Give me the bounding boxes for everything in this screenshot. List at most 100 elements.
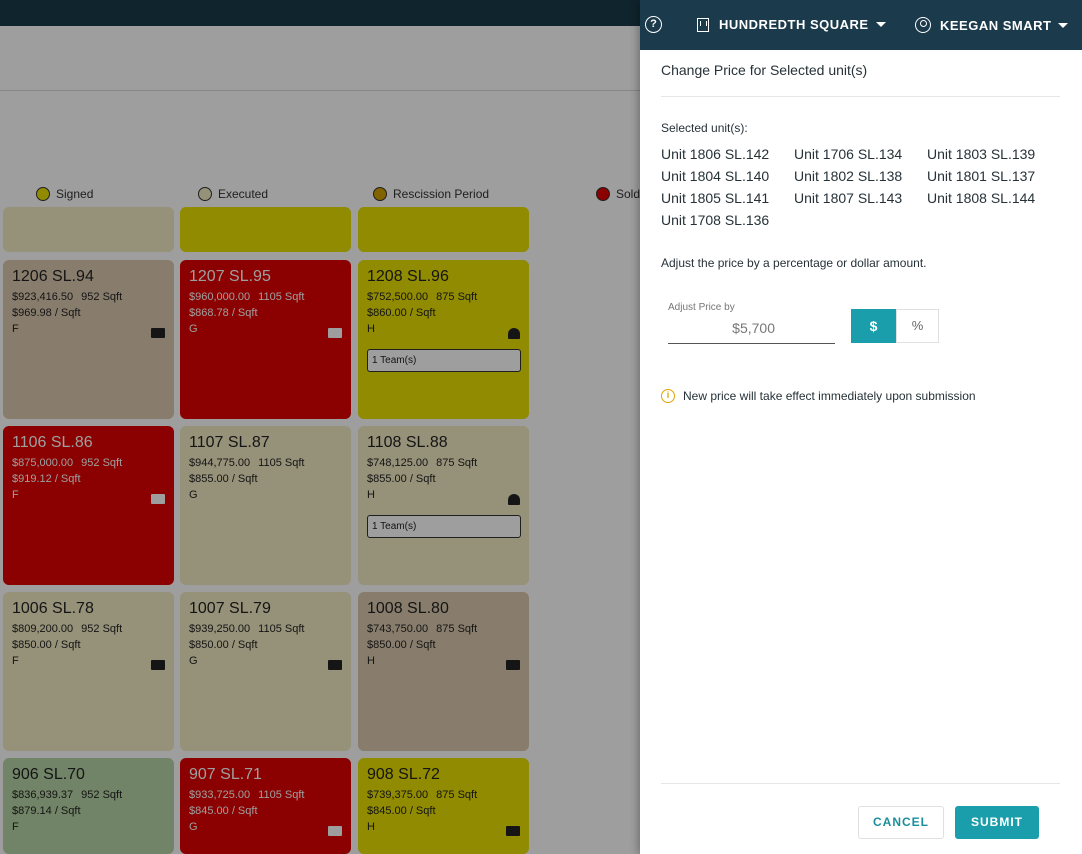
info-icon: i — [661, 389, 675, 403]
unit-price: $809,200.00 — [12, 623, 74, 635]
selected-unit: Unit 1806 SL.142 — [661, 146, 770, 162]
submit-button[interactable]: SUBMIT — [955, 806, 1039, 839]
unit-type: F — [12, 821, 19, 833]
unit-card[interactable]: 1207 SL.95 $960,000.00 1105 Sqft $868.78 … — [180, 260, 351, 419]
unit-sqft: 1105 Sqft — [258, 623, 305, 635]
adjust-price-input[interactable]: Adjust Price by $5,700 — [668, 300, 835, 344]
panel-topbar: ? HUNDREDTH SQUARE KEEGAN SMART — [640, 0, 1082, 50]
unit-type: F — [12, 655, 19, 667]
unit-sqft: 1105 Sqft — [258, 291, 305, 303]
property-name: HUNDREDTH SQUARE — [719, 17, 869, 32]
unit-sqft: 1105 Sqft — [258, 789, 305, 801]
unit-sqft: 1105 Sqft — [258, 457, 305, 469]
adjust-price-value[interactable]: $5,700 — [732, 320, 775, 336]
card-icon — [151, 494, 165, 504]
unit-card[interactable]: 1008 SL.80 $743,750.00 875 Sqft $850.00 /… — [358, 592, 529, 751]
dollar-toggle-button[interactable]: $ — [851, 309, 896, 343]
user-menu[interactable]: KEEGAN SMART — [915, 17, 1069, 33]
team-icon — [508, 328, 520, 339]
selected-unit: Unit 1804 SL.140 — [661, 168, 770, 184]
user-name: KEEGAN SMART — [940, 17, 1052, 33]
unit-type: G — [189, 821, 198, 833]
unit-card-partial[interactable] — [358, 207, 529, 252]
unit-per-sqft: $969.98 / Sqft — [12, 307, 81, 319]
unit-per-sqft: $845.00 / Sqft — [367, 805, 436, 817]
card-icon — [328, 826, 342, 836]
user-icon — [915, 17, 931, 33]
unit-title: 1207 SL.95 — [189, 268, 271, 285]
percent-toggle-button[interactable]: % — [896, 309, 939, 343]
card-icon — [506, 826, 520, 836]
unit-per-sqft: $860.00 / Sqft — [367, 307, 436, 319]
unit-card[interactable]: 1006 SL.78 $809,200.00 952 Sqft $850.00 /… — [3, 592, 174, 751]
unit-per-sqft: $850.00 / Sqft — [189, 639, 258, 651]
unit-card[interactable]: 1206 SL.94 $923,416.50 952 Sqft $969.98 /… — [3, 260, 174, 419]
unit-title: 1008 SL.80 — [367, 600, 449, 617]
unit-title: 1107 SL.87 — [189, 434, 270, 451]
unit-sqft: 875 Sqft — [436, 789, 478, 801]
submission-notice: i New price will take effect immediately… — [661, 389, 976, 403]
legend-sold-label: Sold — [616, 187, 641, 201]
legend-sold: Sold — [596, 187, 640, 201]
unit-card[interactable]: 1007 SL.79 $939,250.00 1105 Sqft $850.00 … — [180, 592, 351, 751]
adjust-description: Adjust the price by a percentage or doll… — [661, 256, 927, 270]
selected-unit: Unit 1803 SL.139 — [927, 146, 1036, 162]
unit-title: 907 SL.71 — [189, 766, 262, 783]
notice-text: New price will take effect immediately u… — [683, 389, 976, 403]
unit-price: $739,375.00 — [367, 789, 429, 801]
legend-signed: Signed — [36, 187, 93, 201]
unit-card[interactable]: 1208 SL.96 $752,500.00 875 Sqft $860.00 /… — [358, 260, 529, 419]
divider — [661, 783, 1060, 784]
unit-sqft: 875 Sqft — [436, 623, 478, 635]
legend-sold-dot — [596, 187, 610, 201]
unit-price: $752,500.00 — [367, 291, 429, 303]
unit-per-sqft: $845.00 / Sqft — [189, 805, 258, 817]
unit-per-sqft: $919.12 / Sqft — [12, 473, 81, 485]
unit-card-partial[interactable] — [3, 207, 174, 252]
help-icon[interactable]: ? — [645, 16, 662, 33]
card-icon — [328, 660, 342, 670]
adjust-price-label: Adjust Price by — [668, 302, 735, 313]
unit-card[interactable]: 1107 SL.87 $944,775.00 1105 Sqft $855.00 … — [180, 426, 351, 585]
unit-type: F — [12, 323, 19, 335]
team-box[interactable]: 1 Team(s) — [367, 349, 521, 372]
cancel-button[interactable]: CANCEL — [858, 806, 944, 839]
unit-price: $923,416.50 — [12, 291, 74, 303]
legend-rescission-label: Rescission Period — [393, 187, 490, 201]
unit-type: H — [367, 323, 375, 335]
unit-price: $836,939.37 — [12, 789, 74, 801]
unit-title: 1106 SL.86 — [12, 434, 93, 451]
selected-unit: Unit 1801 SL.137 — [927, 168, 1036, 184]
legend-executed: Executed — [198, 187, 268, 201]
team-icon — [508, 494, 520, 505]
legend-signed-dot — [36, 187, 50, 201]
card-icon — [506, 660, 520, 670]
unit-card-partial[interactable] — [180, 207, 351, 252]
selected-units-label: Selected unit(s): — [661, 121, 748, 135]
unit-card[interactable]: 1106 SL.86 $875,000.00 952 Sqft $919.12 /… — [3, 426, 174, 585]
divider — [661, 96, 1060, 97]
property-selector[interactable]: HUNDREDTH SQUARE — [697, 17, 886, 32]
unit-sqft: 875 Sqft — [436, 291, 478, 303]
unit-card[interactable]: 906 SL.70 $836,939.37 952 Sqft $879.14 / … — [3, 758, 174, 854]
unit-per-sqft: $850.00 / Sqft — [12, 639, 81, 651]
unit-title: 1007 SL.79 — [189, 600, 271, 617]
status-legend: Signed Executed Rescission Period Sold — [0, 180, 1082, 210]
unit-price: $939,250.00 — [189, 623, 251, 635]
building-icon — [697, 17, 709, 32]
unit-price: $960,000.00 — [189, 291, 251, 303]
panel-title: Change Price for Selected unit(s) — [661, 62, 868, 78]
legend-signed-label: Signed — [56, 187, 94, 201]
unit-toggle: $ % — [851, 309, 939, 343]
team-box[interactable]: 1 Team(s) — [367, 515, 521, 538]
unit-per-sqft: $855.00 / Sqft — [367, 473, 436, 485]
unit-title: 908 SL.72 — [367, 766, 440, 783]
unit-card[interactable]: 1108 SL.88 $748,125.00 875 Sqft $855.00 /… — [358, 426, 529, 585]
chevron-down-icon — [1058, 22, 1069, 28]
unit-price: $748,125.00 — [367, 457, 429, 469]
unit-card[interactable]: 908 SL.72 $739,375.00 875 Sqft $845.00 / … — [358, 758, 529, 854]
unit-per-sqft: $855.00 / Sqft — [189, 473, 258, 485]
unit-title: 1006 SL.78 — [12, 600, 94, 617]
unit-price: $743,750.00 — [367, 623, 429, 635]
unit-card[interactable]: 907 SL.71 $933,725.00 1105 Sqft $845.00 /… — [180, 758, 351, 854]
